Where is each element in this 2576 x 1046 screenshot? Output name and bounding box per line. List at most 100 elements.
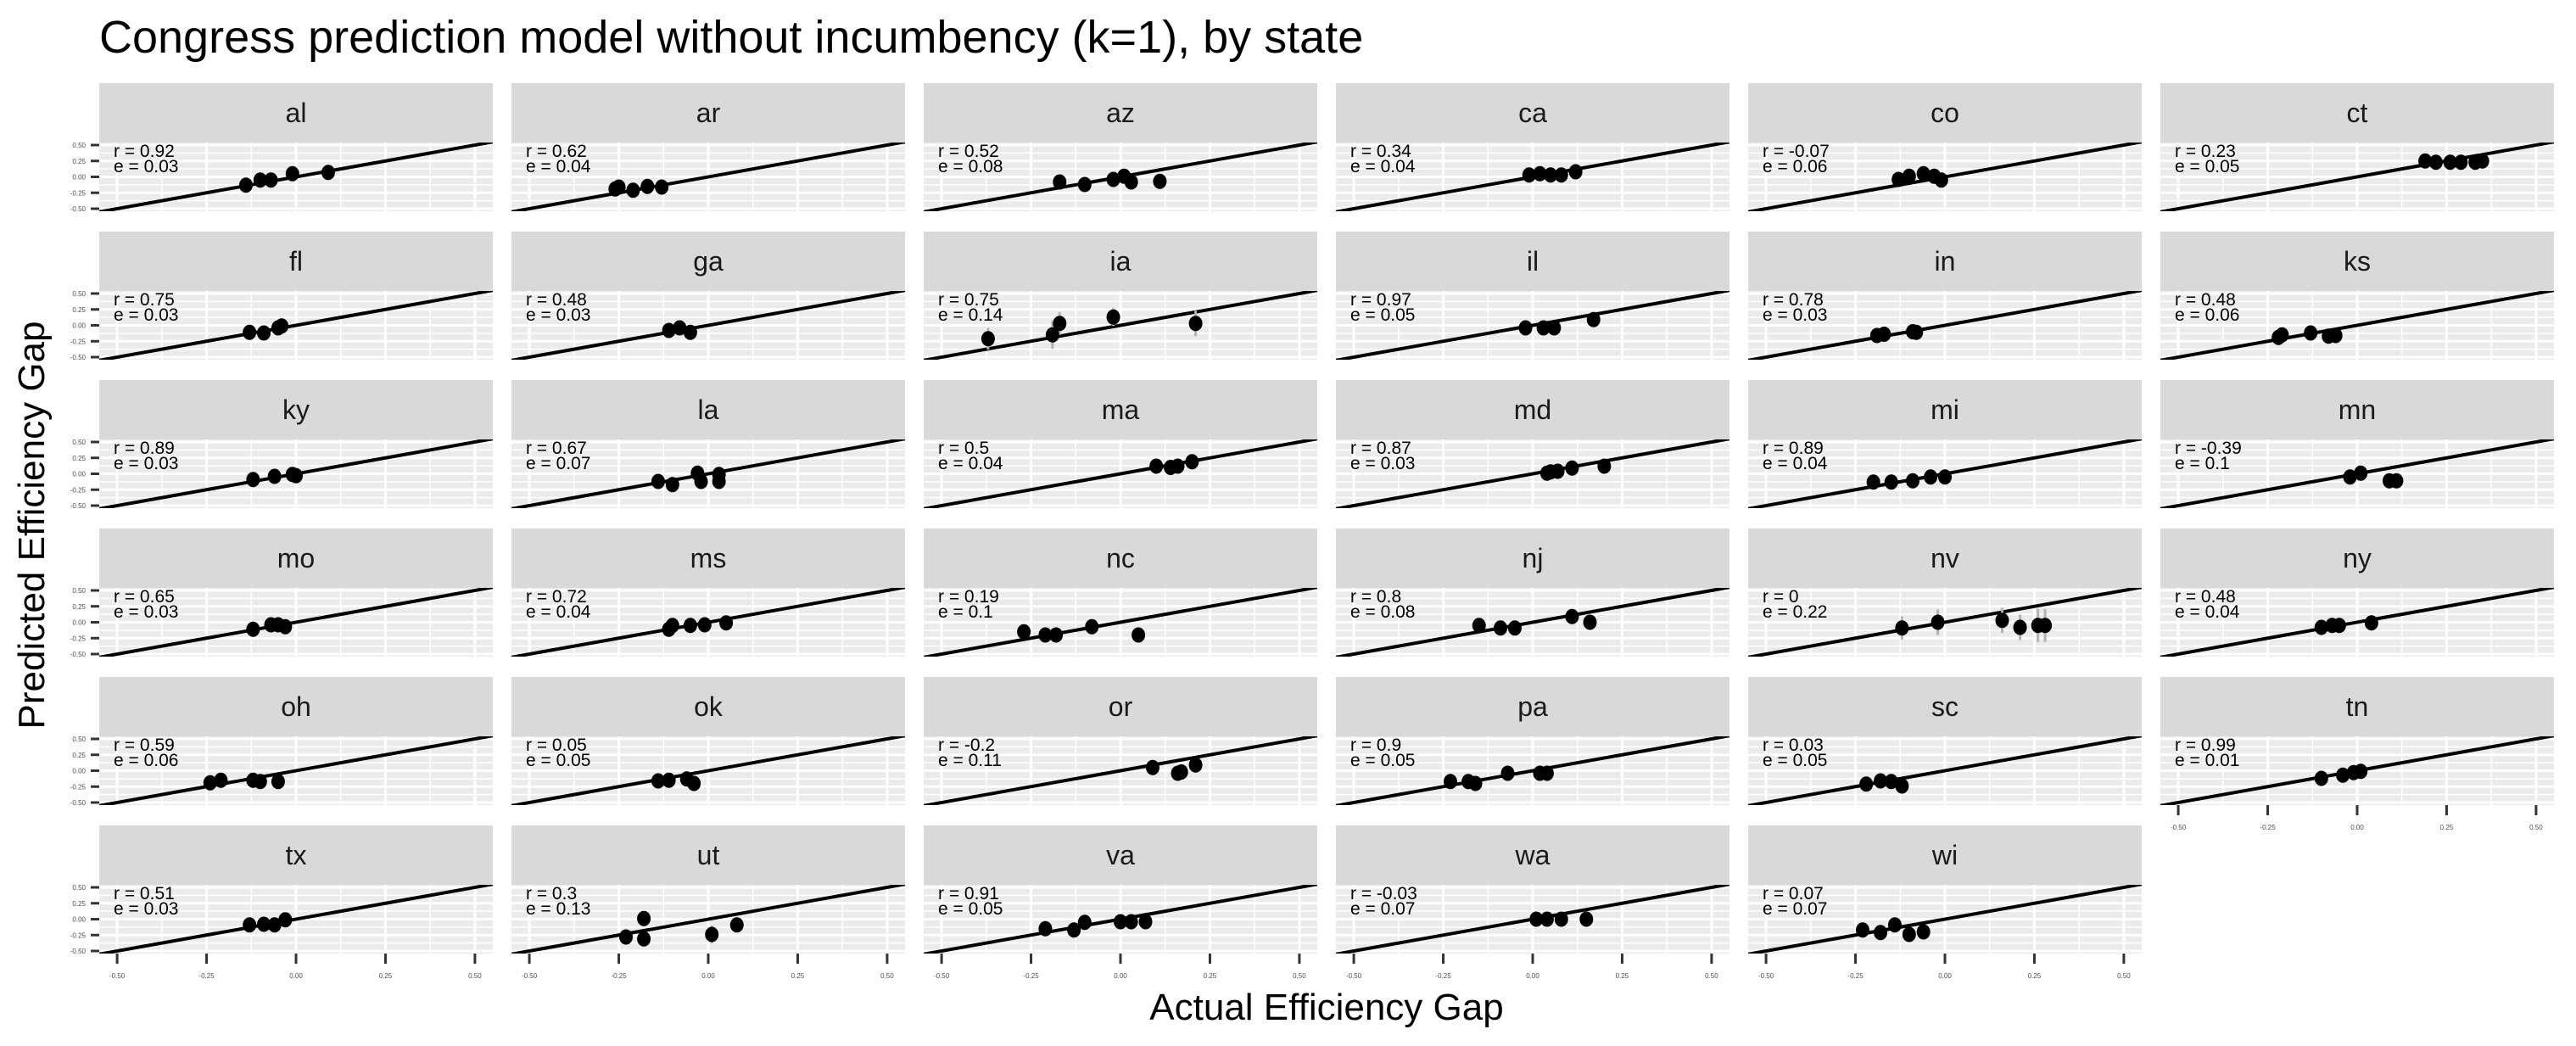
- strip-background: [1748, 677, 2142, 736]
- stat-r: r = 0.19: [938, 587, 999, 607]
- x-tick-label: -0.50: [2171, 824, 2187, 831]
- stat-e: e = 0.07: [1763, 899, 1827, 919]
- strip-background: [99, 83, 493, 143]
- reference-line: [99, 736, 493, 805]
- gridlines: [924, 143, 1317, 211]
- y-tick-label: -0.50: [70, 205, 87, 213]
- plot-area: [99, 736, 493, 805]
- stat-e: e = 0.22: [1763, 602, 1827, 622]
- stat-r: r = 0.23: [2175, 142, 2236, 161]
- y-tick-label: -0.50: [70, 948, 87, 955]
- panel-ct: ct r = 0.23e = 0.05: [2160, 83, 2554, 211]
- data-point: [1038, 627, 1053, 643]
- strip-label: ky: [282, 394, 310, 425]
- plot-area: [2160, 143, 2554, 211]
- panel-mn: mn r = -0.39e = 0.1: [2160, 380, 2554, 508]
- stat-r: r = 0.5: [938, 439, 989, 458]
- y-tick-label: 0.25: [72, 752, 86, 759]
- x-tick-label: 0.00: [701, 972, 715, 980]
- data-point: [257, 325, 271, 341]
- panel-wa: wa r = -0.03e = 0.07 -0.50 -0.25 0.00 0.25 0.5…: [1336, 825, 1729, 980]
- plot-area: [924, 291, 1317, 360]
- data-point: [683, 324, 697, 340]
- y-tick-label: 0.25: [72, 455, 86, 462]
- stat-r: r = 0.75: [114, 290, 175, 310]
- data-point: [662, 772, 676, 788]
- plot-area: [2160, 736, 2554, 805]
- stat-r: r = 0.05: [526, 736, 587, 755]
- reference-line: [1748, 588, 2142, 657]
- panel-co: co r = -0.07e = 0.06: [1748, 83, 2142, 211]
- x-axis: -0.50 -0.25 0.00 0.25 0.50: [109, 954, 482, 980]
- reference-line: [2160, 143, 2554, 211]
- strip-background: [1748, 232, 2142, 291]
- data-point: [1859, 776, 1874, 792]
- y-tick-label: 0.00: [72, 619, 86, 627]
- stat-e: e = 0.03: [114, 157, 178, 176]
- y-tick-label: -0.50: [70, 651, 87, 658]
- x-tick-label: 0.50: [468, 972, 482, 980]
- x-tick-label: -0.25: [1847, 972, 1864, 980]
- data-point: [1891, 171, 1906, 187]
- data-point: [705, 926, 719, 943]
- data-point: [278, 618, 293, 635]
- x-axis: -0.50 -0.25 0.00 0.25 0.50: [522, 954, 894, 980]
- strip-background: [1748, 825, 2142, 885]
- data-point: [289, 467, 303, 484]
- x-tick-label: -0.50: [1758, 972, 1774, 980]
- stat-r: r = 0.59: [114, 736, 175, 755]
- panel-pa: pa r = 0.9e = 0.05: [1336, 677, 1729, 805]
- x-tick-label: 0.00: [2350, 824, 2364, 831]
- data-point: [2304, 325, 2318, 341]
- strip-label: sc: [1931, 691, 1959, 722]
- stat-r: r = 0.62: [526, 142, 587, 161]
- x-axis: -0.50 -0.25 0.00 0.25 0.50: [1758, 954, 2131, 980]
- strip-background: [924, 232, 1317, 291]
- data-point: [278, 912, 293, 928]
- x-axis: -0.50 -0.25 0.00 0.25 0.50: [2171, 805, 2543, 831]
- data-point: [1038, 920, 1053, 937]
- strip-background: [1748, 83, 2142, 143]
- reference-line: [1336, 736, 1729, 805]
- stat-r: r = -0.39: [2175, 439, 2242, 458]
- stat-r: r = -0.07: [1763, 142, 1830, 161]
- stat-e: e = 0.1: [938, 602, 993, 622]
- gridlines: [1336, 439, 1729, 508]
- x-tick-label: 0.50: [1705, 972, 1718, 980]
- plot-area: [1336, 291, 1729, 360]
- data-point: [729, 917, 744, 933]
- gridlines: [99, 588, 493, 657]
- strip-background: [924, 825, 1317, 885]
- plot-area: [1748, 736, 2142, 805]
- data-point: [1053, 316, 1067, 332]
- plot-area: [99, 291, 493, 360]
- strip-background: [1336, 380, 1729, 439]
- y-tick-label: 0.50: [72, 439, 86, 446]
- data-point: [2013, 619, 2027, 635]
- panel-oh: oh r = 0.59e = 0.06 0.50 0.25 0.00 -0.25 -0.50: [70, 677, 493, 807]
- y-tick-label: -0.25: [70, 635, 87, 642]
- data-point: [1017, 624, 1031, 640]
- x-tick-label: -0.25: [2260, 824, 2276, 831]
- data-point: [1085, 618, 1099, 635]
- data-point: [1145, 759, 1159, 775]
- stat-e: e = 0.06: [2175, 305, 2239, 325]
- strip-background: [2160, 380, 2554, 439]
- strip-label: co: [1931, 98, 1959, 128]
- data-point: [697, 617, 712, 633]
- data-point: [1565, 608, 1579, 624]
- strip-background: [2160, 677, 2554, 736]
- data-point: [275, 318, 289, 334]
- data-point: [1171, 458, 1185, 474]
- strip-background: [511, 825, 905, 885]
- stat-r: r = 0.9: [1350, 736, 1401, 755]
- reference-line: [924, 588, 1317, 657]
- data-point: [1895, 778, 1909, 794]
- data-point: [1931, 614, 1945, 630]
- stat-e: e = 0.05: [2175, 157, 2239, 176]
- data-point: [1077, 176, 1092, 193]
- data-point: [267, 468, 282, 484]
- data-point: [253, 774, 267, 790]
- strip-background: [99, 825, 493, 885]
- data-point: [1149, 458, 1164, 474]
